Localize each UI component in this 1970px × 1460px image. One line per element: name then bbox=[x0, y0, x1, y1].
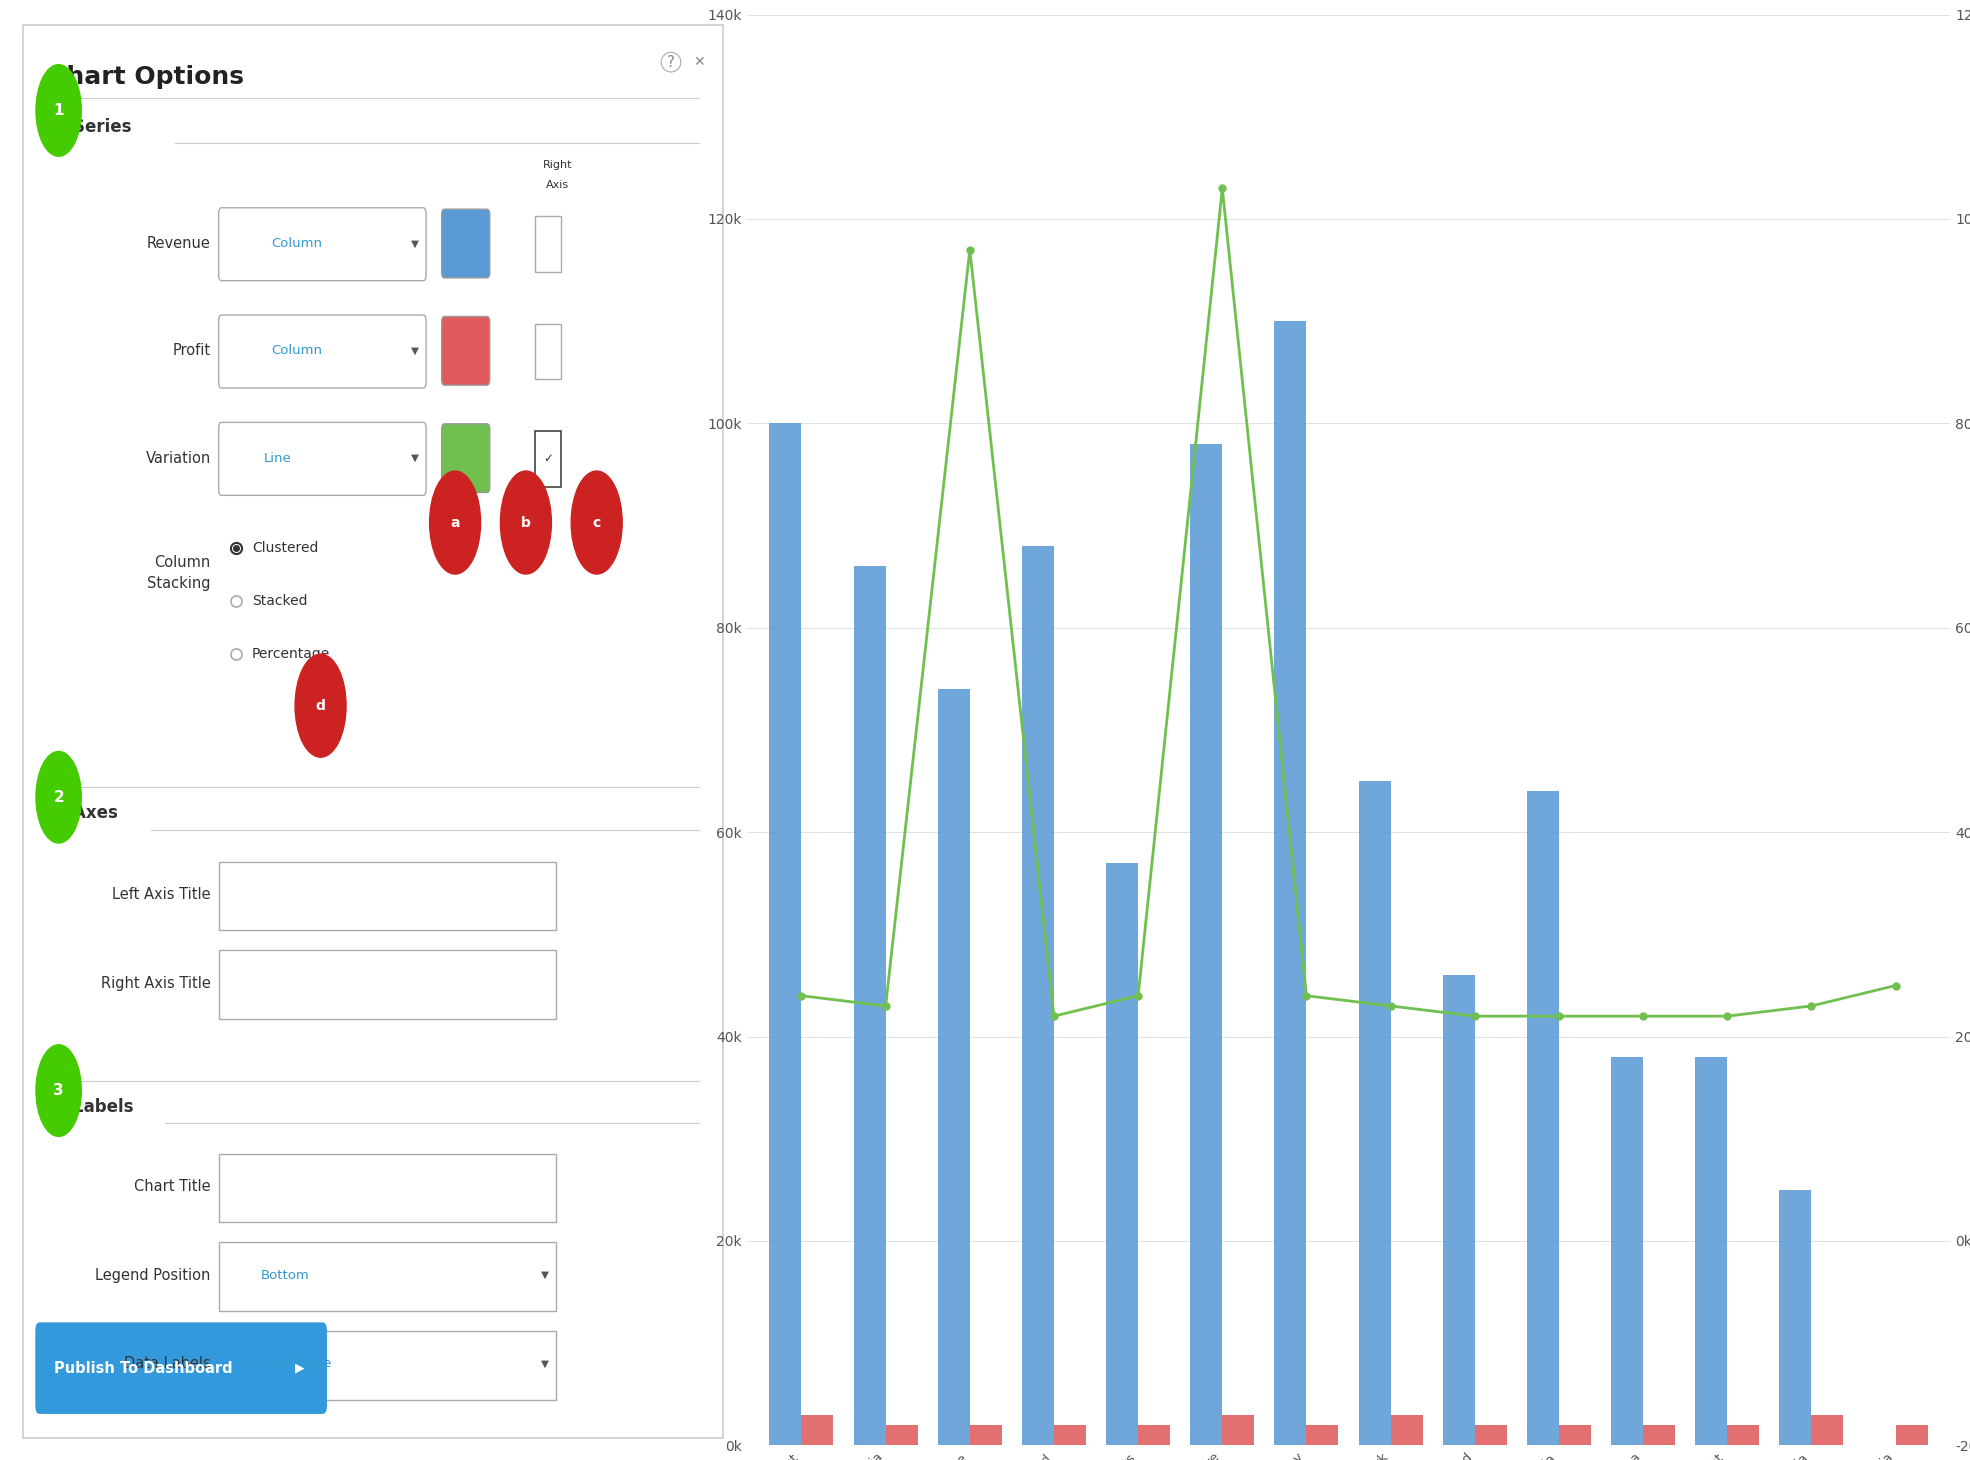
Text: ∨  Axes: ∨ Axes bbox=[47, 804, 118, 822]
Bar bbox=[802, 1415, 833, 1445]
Text: Left Axis Title: Left Axis Title bbox=[112, 888, 211, 902]
Text: ▶: ▶ bbox=[296, 1362, 303, 1375]
Bar bbox=[1611, 1057, 1643, 1445]
Bar bbox=[1558, 1425, 1592, 1445]
Text: b: b bbox=[520, 515, 530, 530]
Text: ▼: ▼ bbox=[410, 238, 420, 248]
Bar bbox=[1359, 781, 1391, 1445]
Text: Column: Column bbox=[272, 237, 321, 250]
Text: 2: 2 bbox=[53, 790, 63, 804]
Bar bbox=[969, 1425, 1003, 1445]
Text: ▼: ▼ bbox=[542, 1359, 550, 1369]
FancyBboxPatch shape bbox=[219, 207, 426, 280]
FancyBboxPatch shape bbox=[441, 209, 491, 277]
Bar bbox=[938, 689, 969, 1445]
Text: ∨  Series: ∨ Series bbox=[47, 118, 132, 136]
Text: ✕: ✕ bbox=[693, 54, 705, 69]
FancyBboxPatch shape bbox=[536, 216, 561, 272]
Bar bbox=[1476, 1425, 1507, 1445]
FancyBboxPatch shape bbox=[536, 324, 561, 380]
Bar bbox=[1275, 321, 1306, 1445]
Circle shape bbox=[429, 472, 481, 574]
Text: Hide Value: Hide Value bbox=[260, 1358, 331, 1371]
Bar bbox=[1022, 546, 1054, 1445]
Text: Bottom: Bottom bbox=[260, 1269, 309, 1282]
Bar bbox=[853, 566, 886, 1445]
Text: Clustered: Clustered bbox=[252, 542, 319, 555]
Circle shape bbox=[500, 472, 552, 574]
Text: Chart Options: Chart Options bbox=[47, 64, 244, 89]
FancyBboxPatch shape bbox=[219, 1242, 556, 1311]
Text: Column
Stacking: Column Stacking bbox=[148, 555, 211, 591]
Text: ▼: ▼ bbox=[542, 1270, 550, 1280]
Bar bbox=[1190, 444, 1221, 1445]
Circle shape bbox=[571, 472, 623, 574]
Bar bbox=[1812, 1415, 1844, 1445]
Text: Percentage: Percentage bbox=[252, 647, 331, 661]
Text: ▼: ▼ bbox=[410, 453, 420, 463]
Bar bbox=[1728, 1425, 1759, 1445]
FancyBboxPatch shape bbox=[219, 1153, 556, 1222]
Text: Legend Position: Legend Position bbox=[95, 1267, 211, 1283]
Bar bbox=[1391, 1415, 1422, 1445]
Text: Profit: Profit bbox=[173, 343, 211, 358]
FancyBboxPatch shape bbox=[35, 1323, 327, 1413]
FancyBboxPatch shape bbox=[219, 861, 556, 930]
Bar bbox=[1442, 975, 1476, 1445]
Bar bbox=[1105, 863, 1139, 1445]
Bar bbox=[1696, 1057, 1728, 1445]
Text: Axis: Axis bbox=[546, 180, 569, 190]
FancyBboxPatch shape bbox=[441, 317, 491, 385]
Text: Revenue: Revenue bbox=[148, 237, 211, 251]
Bar bbox=[1054, 1425, 1085, 1445]
Text: 3: 3 bbox=[53, 1083, 63, 1098]
Bar bbox=[1527, 791, 1558, 1445]
FancyBboxPatch shape bbox=[219, 315, 426, 388]
Text: Data Labels: Data Labels bbox=[124, 1356, 211, 1371]
Bar bbox=[1895, 1425, 1927, 1445]
Text: a: a bbox=[451, 515, 459, 530]
Text: c: c bbox=[593, 515, 601, 530]
Text: Line: Line bbox=[264, 451, 292, 464]
Circle shape bbox=[35, 752, 81, 842]
Bar bbox=[1306, 1425, 1338, 1445]
Bar bbox=[1643, 1425, 1674, 1445]
FancyBboxPatch shape bbox=[441, 423, 491, 492]
Bar bbox=[1221, 1415, 1255, 1445]
Text: d: d bbox=[315, 699, 325, 712]
Text: Column: Column bbox=[272, 345, 321, 358]
Text: ?: ? bbox=[668, 54, 676, 70]
Text: Right Axis Title: Right Axis Title bbox=[100, 975, 211, 991]
FancyBboxPatch shape bbox=[219, 1332, 556, 1400]
Bar bbox=[886, 1425, 918, 1445]
Bar bbox=[770, 423, 802, 1445]
FancyBboxPatch shape bbox=[219, 422, 426, 495]
FancyBboxPatch shape bbox=[536, 431, 561, 486]
Text: ∨  Labels: ∨ Labels bbox=[47, 1098, 134, 1115]
Text: Publish To Dashboard: Publish To Dashboard bbox=[55, 1361, 232, 1375]
Circle shape bbox=[35, 64, 81, 156]
Bar bbox=[1139, 1425, 1170, 1445]
FancyBboxPatch shape bbox=[219, 950, 556, 1019]
Text: ▼: ▼ bbox=[410, 346, 420, 356]
Text: ✓: ✓ bbox=[544, 451, 554, 464]
Text: Variation: Variation bbox=[146, 451, 211, 466]
Text: Stacked: Stacked bbox=[252, 594, 307, 609]
Bar bbox=[1779, 1190, 1812, 1445]
Text: Right: Right bbox=[544, 159, 573, 169]
Circle shape bbox=[296, 654, 347, 758]
Circle shape bbox=[35, 1045, 81, 1136]
Text: 1: 1 bbox=[53, 104, 63, 118]
Text: Chart Title: Chart Title bbox=[134, 1178, 211, 1194]
